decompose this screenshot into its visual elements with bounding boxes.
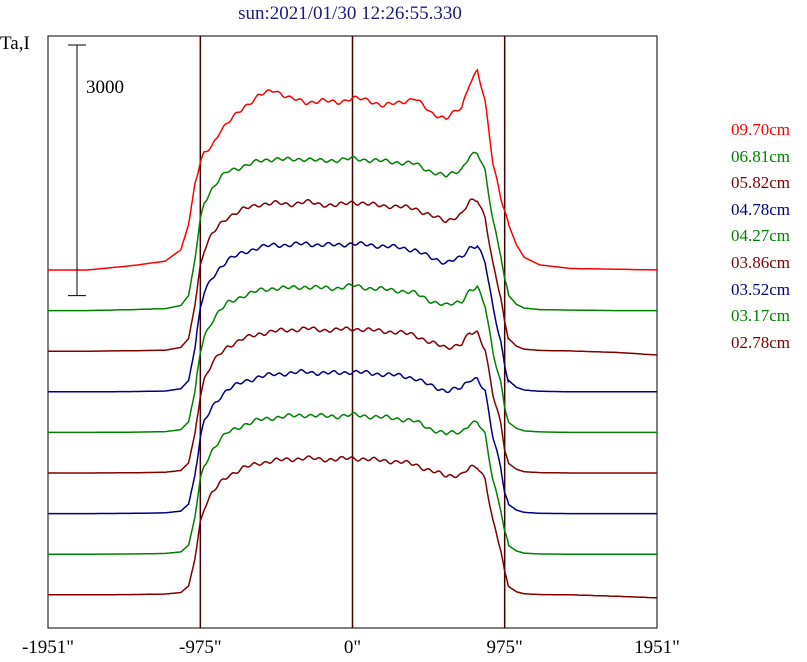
- series-line-0681cm: [48, 151, 657, 312]
- legend-entry-0681: 06.81cm: [731, 146, 791, 166]
- series-line-0970cm: [48, 68, 658, 271]
- legend-entry-0386: 03.86cm: [731, 253, 791, 272]
- legend-entry-0352: 03.52cm: [731, 279, 791, 299]
- legend-entry-0278: 02.78cm: [731, 332, 791, 352]
- x-tick-label: -1951": [21, 637, 75, 658]
- series-line-0278cm: [48, 455, 658, 599]
- series-line-0352cm: [48, 368, 657, 515]
- legend-entry-0427: 04.27cm: [731, 226, 791, 246]
- scale-bar-label: 3000: [86, 77, 124, 98]
- x-tick-label: 1951": [634, 637, 680, 658]
- x-tick-label: 0": [343, 637, 362, 658]
- legend-entry-0582: 05.82cm: [731, 173, 791, 193]
- legend-entry-0970: 09.70cm: [731, 120, 791, 139]
- series-line-0386cm: [48, 326, 657, 474]
- series-line-0317cm: [48, 411, 657, 555]
- legend-entry-0478: 04.78cm: [731, 199, 791, 219]
- series-line-0582cm: [48, 198, 658, 356]
- x-tick-label: 975": [486, 637, 523, 658]
- y-axis-label: Ta,I: [0, 33, 30, 54]
- series-line-0427cm: [48, 283, 657, 434]
- legend-entry-0317: 03.17cm: [731, 306, 791, 326]
- x-tick-label: -975": [179, 637, 222, 658]
- chart-title: sun:2021/01/30 12:26:55.330: [238, 3, 462, 24]
- series-line-0478cm: [48, 241, 657, 393]
